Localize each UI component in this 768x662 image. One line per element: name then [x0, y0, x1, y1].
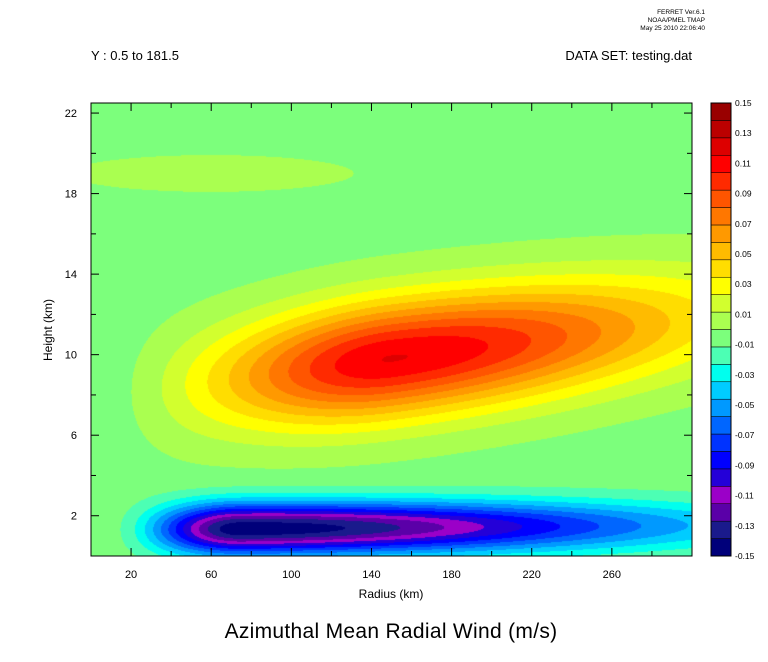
x-tick-label: 140 — [362, 569, 380, 581]
dataset-label: DATA SET: testing.dat — [565, 48, 692, 63]
y-axis: 2 6 10 14 18 22 — [65, 108, 692, 557]
colorbar-tick-label: -0.03 — [735, 370, 755, 380]
colorbar-swatch — [710, 329, 732, 348]
colorbar-swatch — [710, 102, 732, 121]
y-axis-label: Height (km) — [41, 299, 55, 361]
y-tick-label: 18 — [65, 189, 77, 201]
y-tick-label: 14 — [65, 269, 77, 281]
chart-title: Azimuthal Mean Radial Wind (m/s) — [225, 620, 558, 643]
ferret-stamp-line-3: May 25 2010 22:06:40 — [640, 25, 705, 32]
colorbar-tick-label: -0.05 — [735, 400, 755, 410]
x-tick-label: 100 — [282, 569, 300, 581]
colorbar-tick-label: 0.01 — [735, 309, 752, 319]
colorbar-swatch — [710, 538, 732, 557]
x-axis: 20 60 100 140 180 220 260 — [90, 103, 693, 581]
colorbar-swatch — [710, 224, 732, 243]
colorbar-tick-label: 0.13 — [735, 128, 752, 138]
x-tick-label: 220 — [523, 569, 541, 581]
plot-area: 20 60 100 140 180 220 260 2 6 10 14 18 22 — [65, 102, 693, 581]
colorbar-swatch — [710, 294, 732, 313]
colorbar-swatch — [710, 381, 732, 400]
y-tick-label: 2 — [71, 511, 77, 523]
colorbar-tick-label: 0.03 — [735, 279, 752, 289]
colorbar-tick-label: -0.15 — [735, 551, 755, 561]
x-tick-label: 180 — [442, 569, 460, 581]
colorbar-tick-label: 0.15 — [735, 98, 752, 108]
y-tick-label: 10 — [65, 350, 77, 362]
colorbar-swatch — [710, 433, 732, 452]
colorbar-swatch — [710, 120, 732, 139]
colorbar-swatch — [710, 276, 732, 295]
colorbar-tick-label: -0.01 — [735, 340, 755, 350]
colorbar-swatch — [710, 503, 732, 522]
x-tick-label: 60 — [205, 569, 217, 581]
colorbar-tick-label: 0.05 — [735, 249, 752, 259]
colorbar-tick-label: -0.13 — [735, 521, 755, 531]
colorbar-swatch — [710, 172, 732, 191]
colorbar-swatch — [710, 468, 732, 487]
x-axis-label: Radius (km) — [359, 587, 424, 601]
y-range-label: Y : 0.5 to 181.5 — [91, 48, 179, 63]
colorbar-swatch — [710, 189, 732, 208]
colorbar-swatch — [710, 416, 732, 435]
colorbar-swatch — [710, 520, 732, 539]
y-tick-label: 6 — [71, 430, 77, 442]
colorbar-tick-label: 0.11 — [735, 158, 751, 168]
colorbar-tick-label: -0.07 — [735, 430, 755, 440]
ferret-stamp-line-2: NOAA/PMEL TMAP — [648, 17, 705, 24]
ferret-stamp-line-1: FERRET Ver.6.1 — [657, 9, 705, 16]
colorbar: -0.15 -0.13 -0.11 -0.09 -0.07 -0.05 -0.03 -0.01… — [710, 98, 755, 561]
colorbar-tick-label: -0.09 — [735, 460, 755, 470]
x-tick-label: 260 — [603, 569, 621, 581]
colorbar-tick-label: 0.09 — [735, 189, 752, 199]
x-tick-label: 20 — [125, 569, 137, 581]
colorbar-swatch — [710, 207, 732, 226]
colorbar-swatch — [710, 242, 732, 261]
colorbar-swatch — [710, 486, 732, 504]
colorbar-swatch — [710, 137, 732, 156]
colorbar-swatch — [710, 346, 732, 365]
colorbar-swatch — [710, 155, 732, 173]
colorbar-swatch — [710, 398, 732, 417]
heatmap-field — [91, 103, 692, 556]
y-tick-label: 22 — [65, 108, 77, 120]
colorbar-swatch — [710, 451, 732, 470]
plot-frame — [90, 102, 693, 557]
colorbar-tick-label: -0.11 — [735, 491, 754, 501]
colorbar-swatch — [710, 364, 732, 383]
colorbar-swatch — [710, 259, 732, 278]
colorbar-swatch — [710, 311, 732, 330]
colorbar-frame — [710, 102, 732, 557]
colorbar-tick-label: 0.07 — [735, 219, 752, 229]
